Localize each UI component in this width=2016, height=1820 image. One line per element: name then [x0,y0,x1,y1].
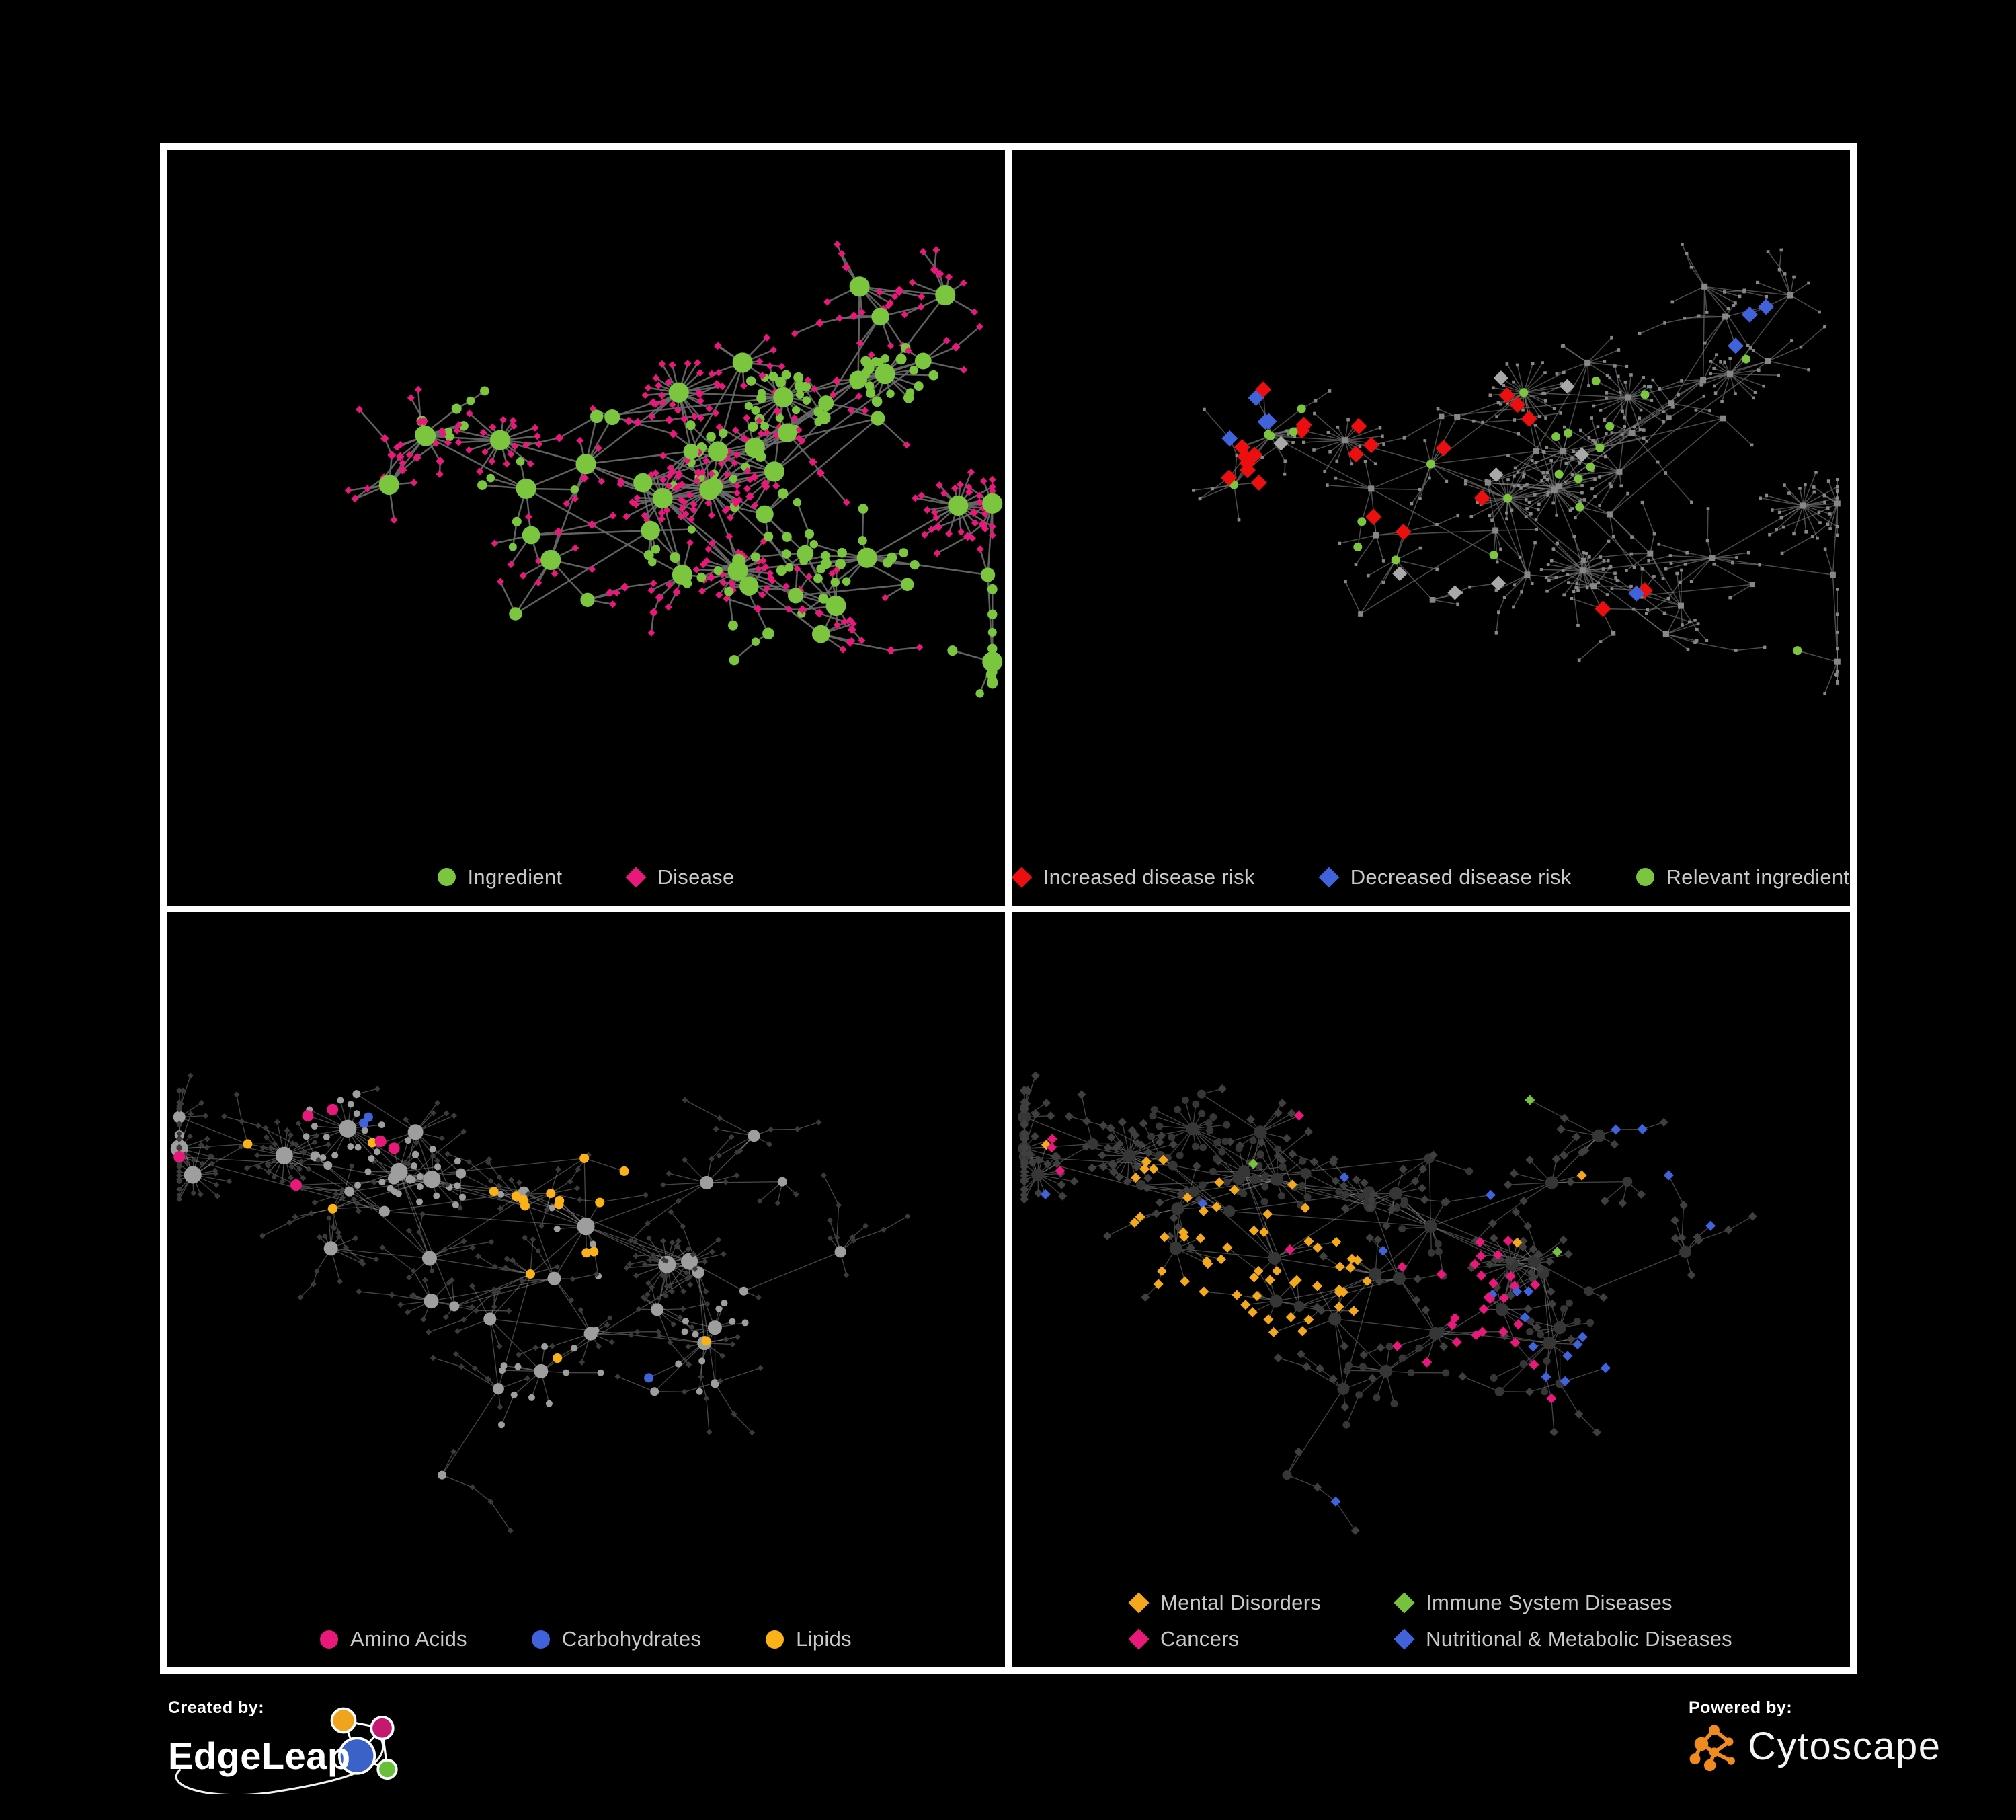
panel-disease-risk: Increased disease risk Decreased disease … [1012,150,1850,906]
edgeleap-wordmark: EdgeLeap [168,1735,351,1777]
edgeleap-logo-nodes [330,1707,398,1780]
circle-swatch [1636,868,1654,886]
powered-by-label: Powered by: [1689,1698,1793,1717]
panel-legend: Ingredient Disease [167,865,1005,889]
disease-categories-network-canvas [1018,1070,1757,1535]
ingredient-categories-network-canvas [170,1072,911,1534]
legend-item-carbohydrates: Carbohydrates [531,1627,702,1651]
disease-risk-network-canvas [1192,243,1841,695]
edgeleap-brand: EdgeLeap [168,1707,437,1805]
diamond-swatch [1012,866,1033,888]
panel-legend: Mental Disorders Immune System Diseases Ca… [1012,1591,1850,1651]
panel-legend: Increased disease risk Decreased disease … [1012,865,1850,889]
legend-item-lipids: Lipids [766,1627,852,1651]
edgeleap-swoosh [175,1737,385,1794]
diamond-swatch [1318,866,1340,888]
legend-label: Carbohydrates [561,1627,702,1651]
circle-swatch [766,1630,784,1649]
network-grid: Ingredient Disease Increased disease risk… [160,143,1857,1674]
cytoscape-logo [1689,1725,1735,1772]
circle-swatch [437,868,456,886]
edgeleap-credit: Created by: EdgeLeap [168,1698,437,1805]
circle-swatch [320,1630,339,1649]
legend-label: Ingredient [467,865,563,889]
legend-item-relevant-ingredient: Relevant ingredient [1636,865,1850,889]
legend-item-amino-acids: Amino Acids [320,1627,467,1651]
diamond-swatch [1128,1592,1150,1614]
legend-label: Mental Disorders [1160,1591,1322,1614]
diamond-swatch [1128,1628,1150,1650]
panel-ingredient-categories: Amino Acids Carbohydrates Lipids [167,912,1005,1667]
legend-item-decreased-disease-risk: Decreased disease risk [1318,865,1572,889]
legend-label: Lipids [796,1627,852,1651]
cytoscape-credit: Powered by: Cytosc [1689,1698,1941,1772]
legend-label: Relevant ingredient [1666,865,1850,889]
cytoscape-logo-nodes [1689,1725,1735,1772]
legend-item-immune-system-diseases: Immune System Diseases [1394,1591,1732,1615]
legend-label: Increased disease risk [1043,865,1255,889]
legend-item-disease: Disease [625,865,735,889]
cytoscape-brand: Cytoscape [1689,1720,1941,1772]
cytoscape-wordmark: Cytoscape [1748,1724,1941,1768]
legend-label: Immune System Diseases [1426,1591,1672,1614]
legend-item-nutritional-metabolic-diseases: Nutritional & Metabolic Diseases [1394,1627,1732,1651]
panel-disease-categories: Mental Disorders Immune System Diseases Ca… [1012,912,1850,1667]
legend-label: Amino Acids [350,1627,467,1651]
legend-item-increased-disease-risk: Increased disease risk [1012,865,1255,889]
legend-label: Cancers [1160,1627,1240,1651]
legend-item-cancers: Cancers [1128,1627,1321,1651]
legend-item-ingredient: Ingredient [437,865,563,889]
circle-swatch [531,1630,550,1649]
diamond-swatch [1394,1628,1415,1650]
legend-item-mental-disorders: Mental Disorders [1128,1591,1322,1615]
diamond-swatch [625,866,647,888]
legend-label: Decreased disease risk [1350,865,1572,889]
created-by-label: Created by: [168,1698,265,1717]
panel-legend: Amino Acids Carbohydrates Lipids [167,1627,1005,1651]
footer: Created by: EdgeLeap [0,1681,2016,1820]
ingredient-disease-network-canvas [344,241,1003,698]
legend-label: Nutritional & Metabolic Diseases [1426,1627,1732,1651]
diamond-swatch [1394,1592,1415,1614]
legend-label: Disease [657,865,735,889]
panel-ingredient-disease: Ingredient Disease [167,150,1005,906]
edgeleap-logo [175,1707,398,1794]
